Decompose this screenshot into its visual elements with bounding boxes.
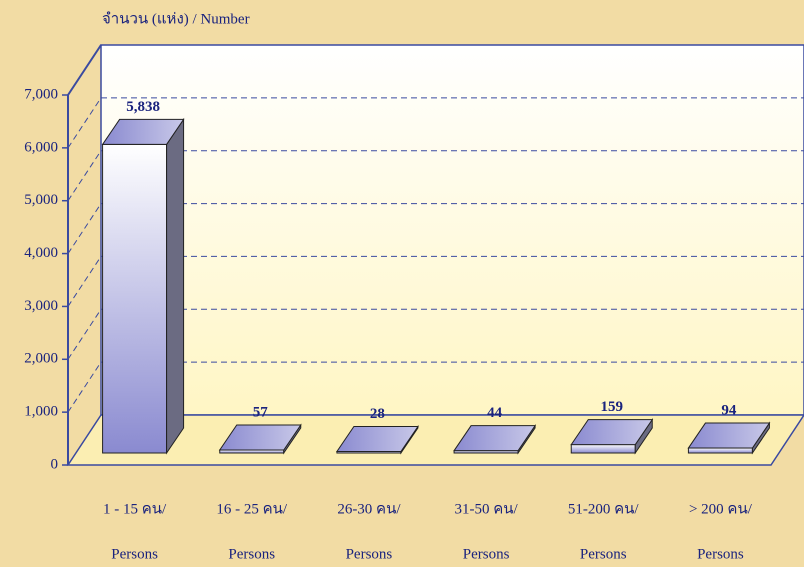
x-tick-label: 31-50 คน/ <box>454 501 518 517</box>
x-tick-label: Persons <box>228 546 275 562</box>
bar-top <box>687 422 771 449</box>
bar-front <box>570 444 636 454</box>
y-axis-title: จำนวน (แห่ง) / Number <box>102 10 250 27</box>
y-tick-label: 0 <box>51 456 59 472</box>
value-label: 57 <box>253 404 269 420</box>
y-tick-label: 1,000 <box>24 404 58 420</box>
y-tick-label: 3,000 <box>24 298 58 314</box>
x-tick-label: Persons <box>346 546 393 562</box>
x-tick-label: Persons <box>580 546 627 562</box>
y-tick-label: 5,000 <box>24 192 58 208</box>
x-tick-label: Persons <box>697 546 744 562</box>
x-tick-label: Persons <box>463 546 510 562</box>
x-tick-label: 1 - 15 คน/ <box>103 501 167 517</box>
bar-front <box>102 143 168 454</box>
bar-top <box>101 118 185 145</box>
value-label: 5,838 <box>126 99 160 115</box>
bar-top <box>453 425 537 452</box>
bar-top <box>335 426 419 453</box>
y-tick-label: 4,000 <box>24 245 58 261</box>
x-tick-label: > 200 คน/ <box>689 501 753 517</box>
value-label: 159 <box>601 399 624 415</box>
x-tick-label: 51-200 คน/ <box>568 501 640 517</box>
x-tick-label: Persons <box>111 546 158 562</box>
bar-top <box>570 419 654 446</box>
y-tick-label: 2,000 <box>24 351 58 367</box>
y-tick-label: 7,000 <box>24 86 58 102</box>
bar-top <box>218 424 302 451</box>
value-label: 28 <box>370 406 385 422</box>
back-wall <box>100 44 804 416</box>
bar-side <box>166 117 185 455</box>
axis-edge <box>67 44 102 96</box>
x-tick-label: 16 - 25 คน/ <box>216 501 288 517</box>
bar-front <box>687 447 753 454</box>
y-tick-label: 6,000 <box>24 139 58 155</box>
value-label: 94 <box>721 402 737 418</box>
x-tick-label: 26-30 คน/ <box>337 501 401 517</box>
value-label: 44 <box>487 405 503 421</box>
